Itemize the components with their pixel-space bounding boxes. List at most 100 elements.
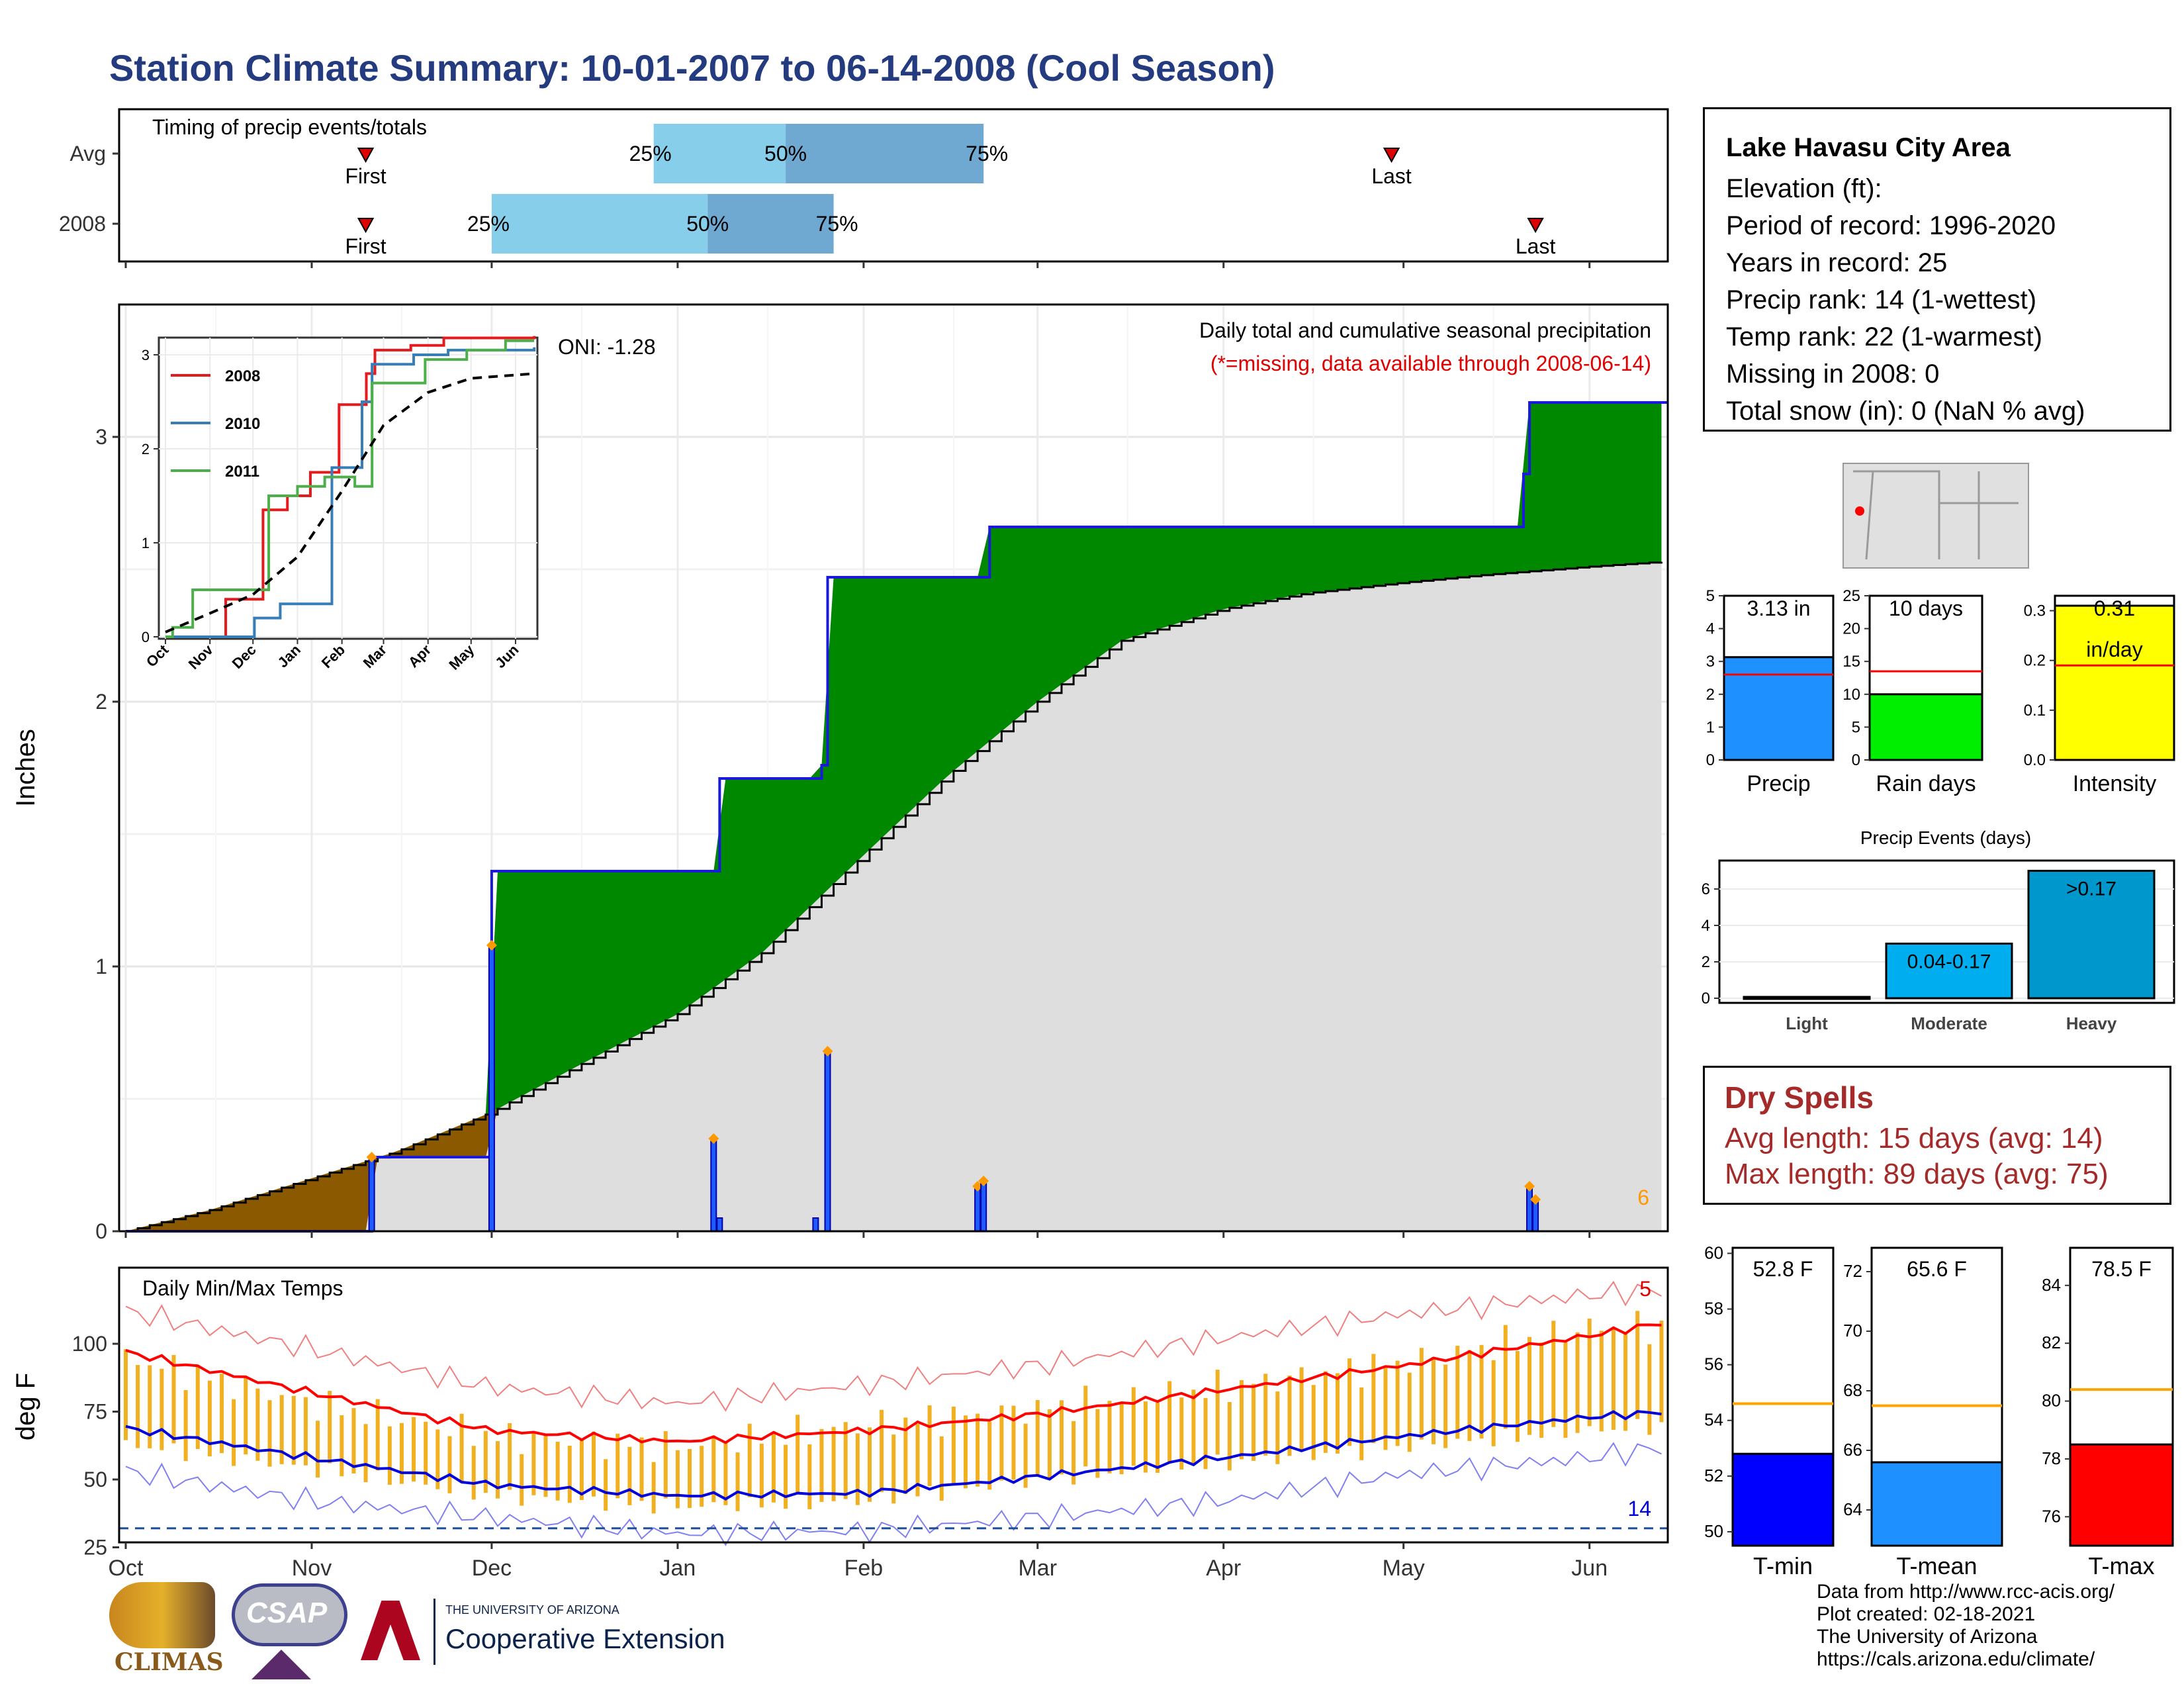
above-avg-area bbox=[126, 402, 1662, 1231]
temps-y-tick-label: 75 bbox=[83, 1400, 107, 1424]
temp-daily-bar bbox=[1395, 1360, 1400, 1446]
dry-spells-max: Max length: 89 days (avg: 75) bbox=[1725, 1158, 2109, 1190]
temp-bar-y-tick-label: 76 bbox=[2042, 1506, 2061, 1526]
mini-bar-y-tick-label: 15 bbox=[1843, 653, 1860, 671]
temp-record-min-line bbox=[125, 1442, 1662, 1546]
temp-daily-bar bbox=[435, 1429, 440, 1489]
temp-daily-bar bbox=[543, 1435, 548, 1497]
temp-daily-bar bbox=[1407, 1372, 1412, 1452]
temps-x-tick-label: Apr bbox=[1206, 1556, 1241, 1581]
events-bar-light bbox=[1743, 996, 1871, 1000]
temp-daily-bar bbox=[819, 1429, 824, 1502]
temp-daily-bar bbox=[148, 1365, 152, 1448]
climas-logo-graphic bbox=[109, 1582, 215, 1648]
ua-logo: THE UNIVERSITY OF ARIZONA Cooperative Ex… bbox=[361, 1595, 731, 1675]
temp-daily-bar bbox=[1647, 1344, 1652, 1435]
mini-bar-unit-intensity: in/day bbox=[2086, 637, 2142, 661]
temp-daily-bar bbox=[375, 1399, 380, 1471]
station-name: Lake Havasu City Area bbox=[1726, 133, 2011, 162]
temp-daily-bar bbox=[1539, 1342, 1544, 1438]
mini-bar-value-rain_days: 10 days bbox=[1889, 596, 1963, 620]
daily-precip-bar bbox=[980, 1180, 987, 1232]
temp-daily-bar bbox=[831, 1427, 836, 1501]
events-x-label-heavy: Heavy bbox=[2066, 1013, 2117, 1033]
daily-precip-marker bbox=[1530, 1194, 1541, 1205]
mini-bar-y-tick-label: 5 bbox=[1852, 718, 1860, 736]
temp-bar-label-tmean: T-mean bbox=[1896, 1552, 1977, 1579]
temp-daily-bar bbox=[399, 1423, 404, 1484]
csap-logo: CSAP bbox=[232, 1583, 351, 1681]
precip-panel-frame bbox=[118, 303, 1669, 1233]
mini-bar-y-tick-label: 0 bbox=[1852, 751, 1860, 769]
mini-bar-y-tick-label: 0.1 bbox=[2024, 702, 2046, 720]
temp-daily-bar bbox=[1095, 1409, 1100, 1478]
temp-bar-label-tmax: T-max bbox=[2088, 1552, 2154, 1579]
temps-y-tick-label: 100 bbox=[72, 1332, 107, 1356]
temp-daily-bar bbox=[340, 1415, 344, 1477]
temp-daily-bar bbox=[1131, 1387, 1136, 1466]
inset-legend-label-2011: 2011 bbox=[225, 463, 259, 481]
temp-record-max-line bbox=[125, 1280, 1662, 1412]
temp-daily-bar bbox=[171, 1354, 176, 1444]
temp-daily-bar bbox=[639, 1437, 644, 1501]
temp-daily-bar bbox=[495, 1441, 500, 1499]
temp-daily-bar bbox=[1011, 1405, 1016, 1480]
temp-daily-bar bbox=[976, 1413, 980, 1487]
temp-daily-bar bbox=[207, 1380, 212, 1457]
events-bar-label-moderate: 0.04-0.17 bbox=[1907, 951, 1991, 973]
mini-bar-y-tick-label: 25 bbox=[1843, 587, 1860, 605]
inset-legend-label-2010: 2010 bbox=[225, 415, 260, 433]
temp-daily-bar bbox=[1575, 1332, 1580, 1433]
temp-daily-bar bbox=[316, 1421, 320, 1478]
inset-y-tick-label: 3 bbox=[142, 347, 150, 363]
daily-precip-marker bbox=[978, 1176, 989, 1186]
temp-daily-bar bbox=[939, 1436, 944, 1501]
inset-line-2011 bbox=[165, 339, 535, 638]
temp-daily-bar bbox=[351, 1408, 356, 1474]
temp-daily-bar bbox=[567, 1446, 572, 1503]
temp-daily-bar bbox=[1299, 1367, 1304, 1452]
temp-daily-bar bbox=[843, 1422, 848, 1499]
temp-daily-bar bbox=[508, 1423, 512, 1490]
mini-bar-label-rain_days: Rain days bbox=[1876, 771, 1976, 796]
daily-precip-bar bbox=[488, 945, 495, 1232]
temps-title: Daily Min/Max Temps bbox=[142, 1276, 343, 1300]
daily-precip-bar bbox=[974, 1186, 981, 1232]
events-y-tick-label: 6 bbox=[1702, 880, 1710, 898]
temp-daily-bar bbox=[1083, 1385, 1088, 1467]
temp-daily-bar bbox=[759, 1443, 764, 1508]
temp-daily-bar bbox=[555, 1441, 560, 1501]
temp-bar-y-tick-label: 52 bbox=[1704, 1466, 1723, 1485]
temp-daily-bar bbox=[987, 1421, 992, 1490]
temps-y-tick-label: 50 bbox=[83, 1468, 107, 1491]
temps-x-tick-label: Feb bbox=[844, 1556, 884, 1581]
mini-bar-value-intensity: 0.31 bbox=[2094, 596, 2135, 620]
temp-daily-bar bbox=[604, 1459, 608, 1511]
temp-daily-bar bbox=[1239, 1380, 1244, 1460]
avg-cumulative-area bbox=[126, 561, 1662, 1231]
temp-daily-bar bbox=[424, 1421, 428, 1485]
temp-bar-value-tmax: 78.5 F bbox=[2091, 1257, 2152, 1281]
events-bar-moderate bbox=[1885, 943, 2013, 1000]
temp-daily-bar bbox=[867, 1427, 872, 1502]
timing-marker-first-1 bbox=[357, 218, 375, 234]
temp-bar-y-tick-label: 68 bbox=[1843, 1380, 1862, 1400]
temp-bar-tmean bbox=[1870, 1461, 2003, 1547]
ua-logo-divider bbox=[433, 1599, 435, 1665]
temp-daily-bar bbox=[1479, 1344, 1484, 1439]
daily-precip-marker bbox=[1524, 1181, 1535, 1192]
ua-logo-big-text: Cooperative Extension bbox=[445, 1623, 725, 1654]
temp-daily-bar bbox=[1179, 1397, 1184, 1470]
temp-daily-bar bbox=[615, 1433, 620, 1499]
precip-y-tick-label: 2 bbox=[95, 690, 107, 714]
temp-daily-bar bbox=[1563, 1342, 1568, 1438]
timing-marker-label-first-1: First bbox=[345, 234, 386, 258]
temp-daily-bar bbox=[459, 1413, 464, 1483]
events-x-label-light: Light bbox=[1786, 1013, 1828, 1033]
temp-daily-bar bbox=[124, 1349, 128, 1440]
timing-label-75-0: 75% bbox=[966, 142, 1008, 165]
temp-daily-bar bbox=[255, 1388, 260, 1461]
location-map-borders bbox=[1853, 470, 2019, 560]
timing-label-50-1: 50% bbox=[686, 212, 729, 236]
inset-line-average bbox=[165, 372, 535, 633]
